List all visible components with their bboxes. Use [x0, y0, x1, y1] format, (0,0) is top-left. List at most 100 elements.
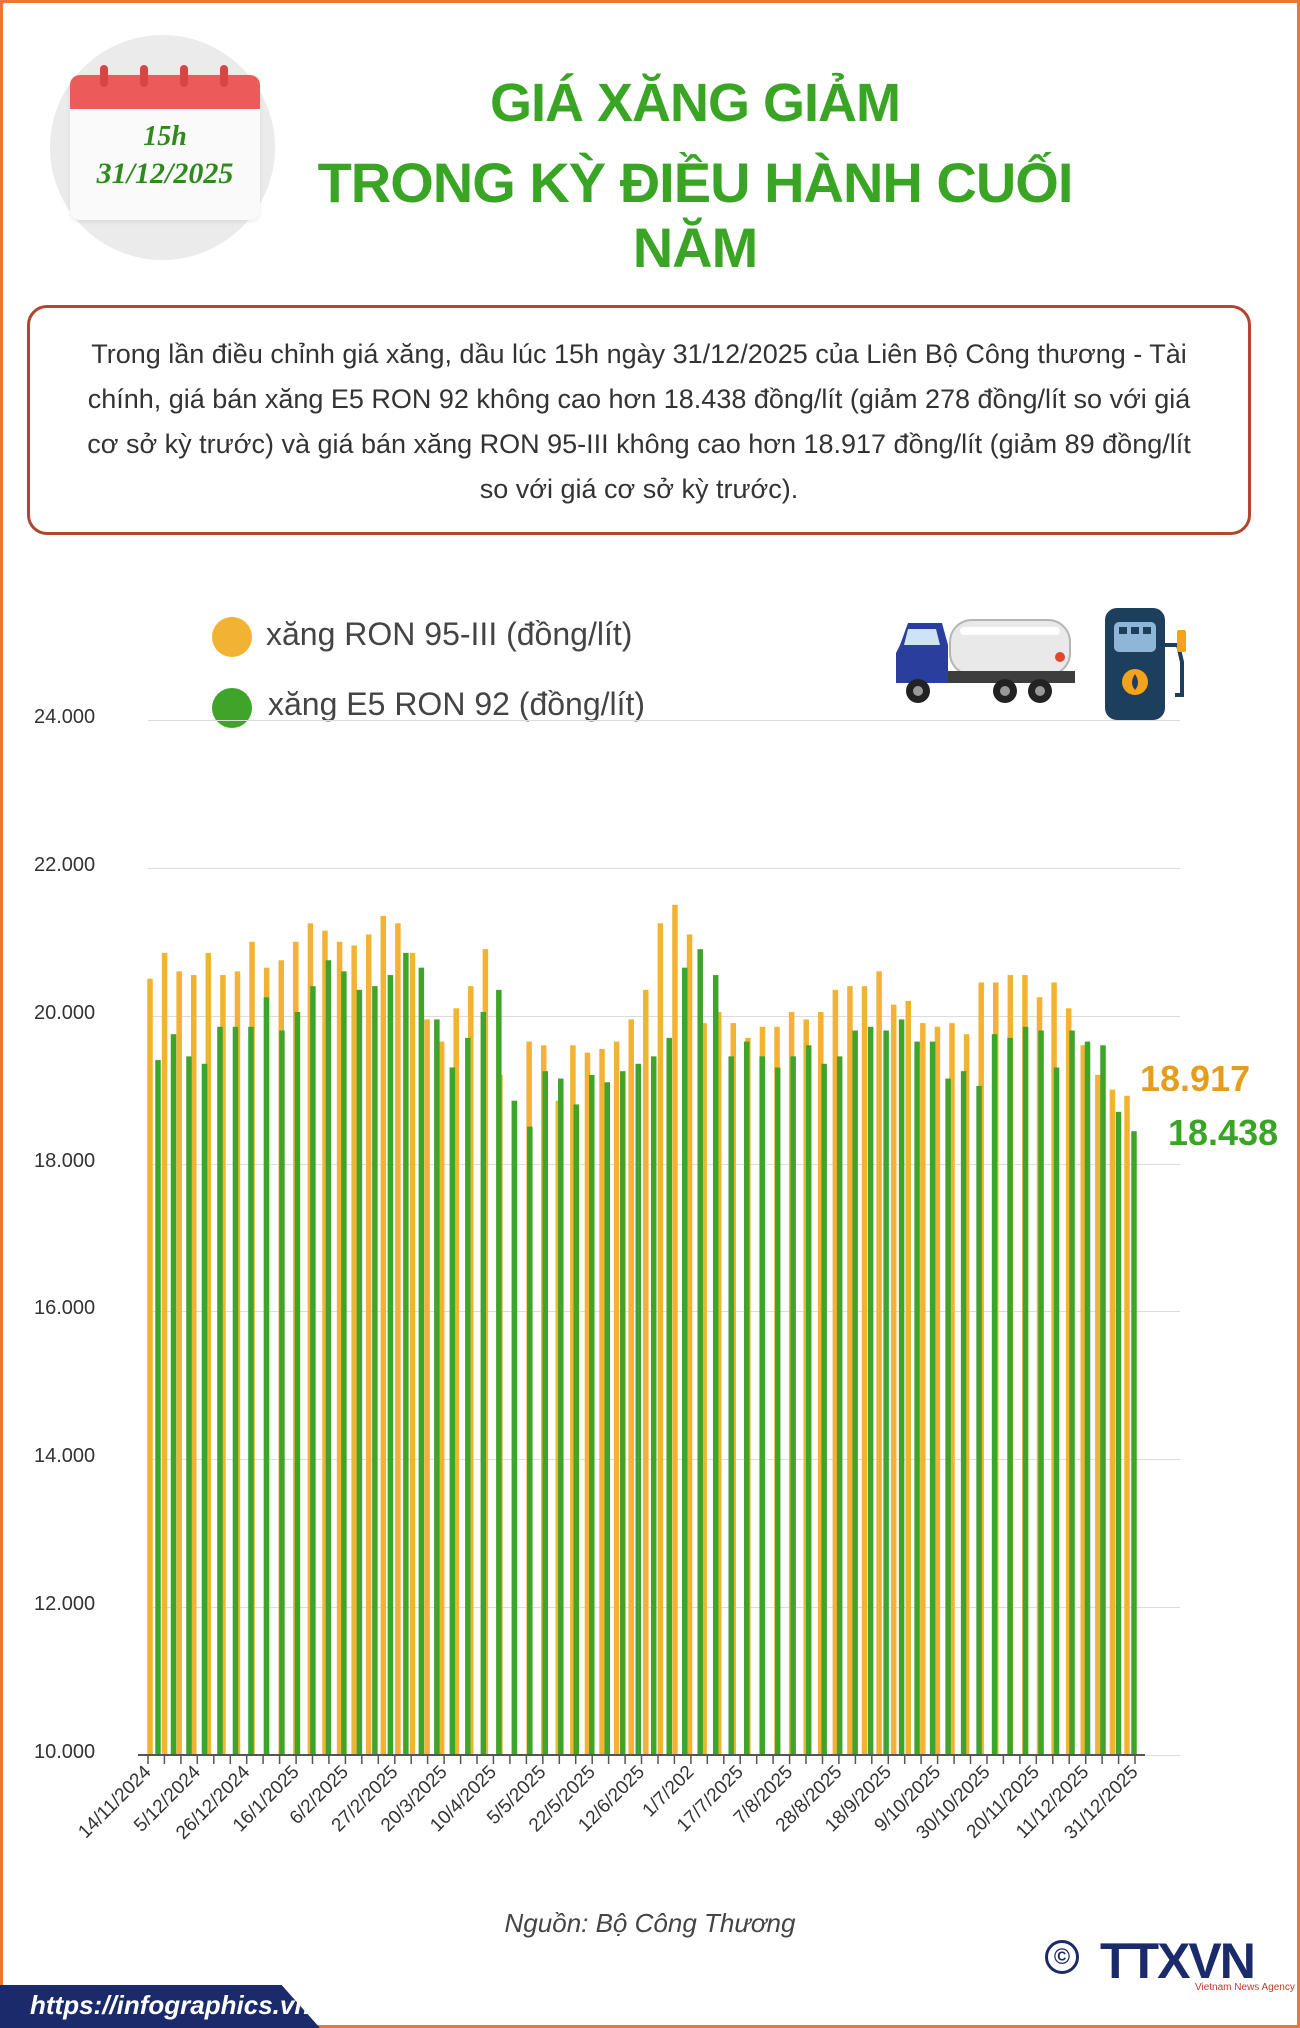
- bar-e5ron92: [201, 1063, 208, 1755]
- y-tick-label: 22.000: [34, 853, 96, 876]
- bar-e5ron92: [418, 967, 425, 1755]
- bar-e5ron92: [341, 971, 347, 1755]
- bar-e5ron92: [434, 1019, 440, 1755]
- y-tick-label: 14.000: [34, 1445, 96, 1468]
- bar-e5ron92: [1084, 1041, 1091, 1755]
- bar-e5ron92: [960, 1071, 967, 1755]
- legend-label-e5ron92: xăng E5 RON 92 (đồng/lít): [268, 686, 646, 722]
- bar-ron95: [657, 923, 664, 1755]
- bar-e5ron92: [790, 1056, 796, 1756]
- calendar-ring: [140, 65, 148, 87]
- bar-ron95: [832, 989, 839, 1755]
- bar-ron95: [1080, 1045, 1086, 1755]
- bar-e5ron92: [774, 1067, 781, 1755]
- legend-label-ron95: xăng RON 95-III (đồng/lít): [266, 616, 633, 652]
- bar-e5ron92: [573, 1104, 580, 1755]
- bar-e5ron92: [372, 986, 378, 1755]
- bar-e5ron92: [929, 1041, 936, 1755]
- bar-e5ron92: [387, 975, 394, 1755]
- bar-e5ron92: [294, 1012, 301, 1755]
- bar-ron95: [409, 952, 416, 1756]
- fuel-truck-icon: [896, 619, 1075, 703]
- summary-box: Trong lần điều chỉnh giá xăng, dầu lúc 1…: [27, 305, 1251, 535]
- bar-e5ron92: [170, 1034, 177, 1755]
- bar-ron95: [934, 1026, 941, 1755]
- bar-e5ron92: [991, 1034, 998, 1755]
- y-tick-label: 18.000: [34, 1149, 96, 1172]
- bar-e5ron92: [883, 1030, 889, 1755]
- bar-ron95: [395, 923, 401, 1755]
- bar-ron95: [701, 1023, 707, 1755]
- gridline: [148, 1163, 1180, 1165]
- end-label-ron95: 18.917: [1140, 1058, 1251, 1099]
- bar-e5ron92: [914, 1041, 920, 1755]
- bar-ron95: [963, 1034, 970, 1755]
- bar-e5ron92: [325, 960, 332, 1755]
- copyright-mark: ©: [1045, 1940, 1079, 1974]
- bar-ron95: [613, 1041, 620, 1755]
- calendar-ring: [220, 65, 228, 87]
- calendar-icon: 15h 31/12/2025: [50, 35, 275, 260]
- bar-e5ron92: [1115, 1111, 1122, 1755]
- bar-e5ron92: [186, 1056, 192, 1756]
- bar-e5ron92: [945, 1078, 951, 1755]
- gridline: [148, 1015, 1180, 1017]
- calendar-ring: [100, 65, 108, 87]
- page-title-line2: TRONG KỲ ĐIỀU HÀNH CUỐI NĂM: [317, 151, 1074, 279]
- footer-url[interactable]: https://infographics.vn: [30, 1990, 311, 2020]
- bar-ron95: [949, 1023, 955, 1755]
- bar-e5ron92: [898, 1019, 905, 1755]
- bar-e5ron92: [263, 997, 270, 1755]
- bar-e5ron92: [511, 1100, 518, 1755]
- bar-ron95: [861, 986, 868, 1755]
- bar-e5ron92: [558, 1078, 564, 1755]
- bar-ron95: [1124, 1095, 1130, 1755]
- calendar-ring: [180, 65, 188, 87]
- bar-ron95: [920, 1023, 926, 1755]
- bar-ron95: [584, 1052, 591, 1755]
- legend-swatch-ron95: [212, 617, 252, 657]
- bar-e5ron92: [589, 1074, 595, 1755]
- bar-ron95: [818, 1012, 824, 1755]
- y-tick-label: 12.000: [34, 1593, 96, 1616]
- bar-e5ron92: [1100, 1045, 1106, 1755]
- bar-e5ron92: [620, 1071, 626, 1755]
- source-note: Nguồn: Bộ Công Thương: [504, 1908, 796, 1938]
- bar-e5ron92: [867, 1026, 874, 1755]
- bar-ron95: [176, 971, 182, 1755]
- bar-e5ron92: [728, 1056, 734, 1756]
- bar-ron95: [205, 952, 212, 1756]
- bar-e5ron92: [1007, 1037, 1013, 1755]
- bar-e5ron92: [1131, 1131, 1137, 1755]
- bar-ron95: [628, 1019, 634, 1755]
- bar-e5ron92: [527, 1126, 533, 1755]
- bar-e5ron92: [310, 986, 316, 1755]
- gridline: [148, 1311, 1180, 1313]
- bar-e5ron92: [248, 1026, 254, 1755]
- bar-e5ron92: [403, 952, 409, 1756]
- bar-ron95: [322, 930, 328, 1755]
- bar-ron95: [847, 986, 853, 1755]
- bar-ron95: [424, 1019, 430, 1755]
- bar-ron95: [336, 941, 343, 1755]
- bar-ron95: [147, 978, 153, 1755]
- bar-e5ron92: [976, 1085, 982, 1755]
- y-tick-label: 24.000: [34, 706, 96, 728]
- bar-e5ron92: [712, 975, 719, 1755]
- gridline: [148, 720, 1180, 721]
- bar-e5ron92: [217, 1026, 223, 1755]
- logo-subtitle: Vietnam News Agency: [1195, 1982, 1295, 1993]
- bar-e5ron92: [1038, 1030, 1044, 1755]
- bar-e5ron92: [697, 949, 703, 1755]
- bar-e5ron92: [759, 1056, 765, 1756]
- bar-ron95: [1109, 1089, 1116, 1755]
- bar-ron95: [905, 1000, 912, 1755]
- bar-e5ron92: [1053, 1067, 1060, 1755]
- bar-e5ron92: [1022, 1026, 1029, 1755]
- bar-e5ron92: [480, 1012, 487, 1755]
- bar-ron95: [686, 934, 693, 1755]
- bar-ron95: [599, 1048, 605, 1755]
- gridline: [148, 1459, 1180, 1461]
- bar-ron95: [643, 989, 649, 1755]
